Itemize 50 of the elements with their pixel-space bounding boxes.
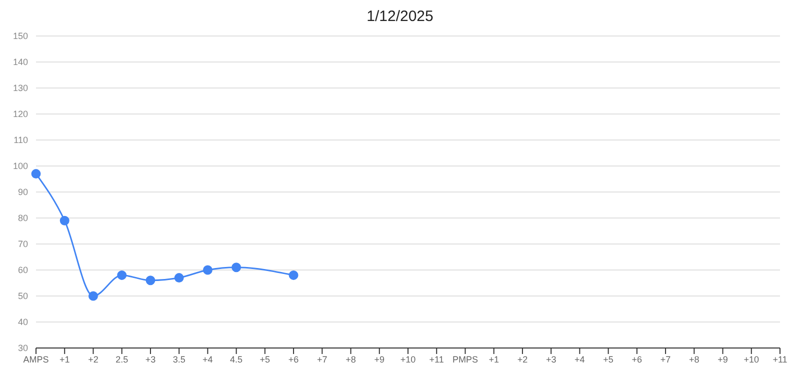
x-tick-label: +3 bbox=[546, 354, 556, 364]
point bbox=[31, 169, 41, 179]
point bbox=[117, 270, 127, 280]
x-tick-label: +2 bbox=[88, 354, 98, 364]
x-tick-label: 4.5 bbox=[230, 354, 243, 364]
x-tick-label: PMPS bbox=[452, 354, 478, 364]
point bbox=[146, 276, 156, 286]
x-tick-label: +6 bbox=[288, 354, 299, 364]
x-tick-label: +5 bbox=[260, 354, 270, 364]
x-tick-label: +7 bbox=[317, 354, 328, 364]
y-tick-label: 150 bbox=[12, 31, 28, 42]
x-tick-label: +7 bbox=[660, 354, 671, 364]
x-tick-label: +11 bbox=[772, 354, 788, 364]
x-tick-label: +11 bbox=[429, 354, 444, 364]
x-tick-label: +10 bbox=[744, 354, 760, 364]
point bbox=[202, 265, 212, 275]
point bbox=[60, 216, 70, 226]
y-tick-label: 130 bbox=[12, 83, 28, 94]
x-tick-label: 3.5 bbox=[172, 354, 186, 364]
y-tick-label: 60 bbox=[18, 265, 28, 276]
y-tick-label: 90 bbox=[18, 187, 28, 198]
y-tick-label: 50 bbox=[18, 291, 28, 302]
y-tick-label: 80 bbox=[18, 213, 28, 224]
y-tick-label: 70 bbox=[18, 239, 28, 250]
x-tick-label: +1 bbox=[59, 354, 70, 364]
y-tick-label: 120 bbox=[12, 109, 28, 120]
point bbox=[88, 291, 98, 301]
x-tick-label: +1 bbox=[488, 354, 499, 364]
y-tick-label: 140 bbox=[12, 57, 28, 68]
x-tick-label: +9 bbox=[374, 354, 385, 364]
x-tick-label: +6 bbox=[632, 354, 642, 364]
y-tick-label: 110 bbox=[14, 135, 28, 146]
point bbox=[288, 270, 298, 280]
x-tick-label: +8 bbox=[346, 354, 356, 364]
x-tick-label: +2 bbox=[517, 354, 528, 364]
x-tick-label: +10 bbox=[400, 354, 416, 364]
x-tick-label: +3 bbox=[145, 354, 156, 364]
x-tick-label: +4 bbox=[574, 354, 585, 364]
y-tick-label: 100 bbox=[12, 161, 28, 172]
x-tick-label: +8 bbox=[689, 354, 700, 364]
point bbox=[174, 273, 184, 283]
x-tick-label: 2.5 bbox=[116, 354, 128, 364]
x-tick-label: AMPS bbox=[23, 354, 49, 364]
y-tick-label: 40 bbox=[18, 317, 28, 328]
chart-title: 1/12/2025 bbox=[366, 8, 434, 27]
y-tick-label: 30 bbox=[18, 343, 28, 354]
point bbox=[232, 262, 242, 272]
x-tick-label: +9 bbox=[718, 354, 728, 364]
x-tick-label: +5 bbox=[603, 354, 614, 364]
x-tick-label: +4 bbox=[202, 354, 213, 364]
